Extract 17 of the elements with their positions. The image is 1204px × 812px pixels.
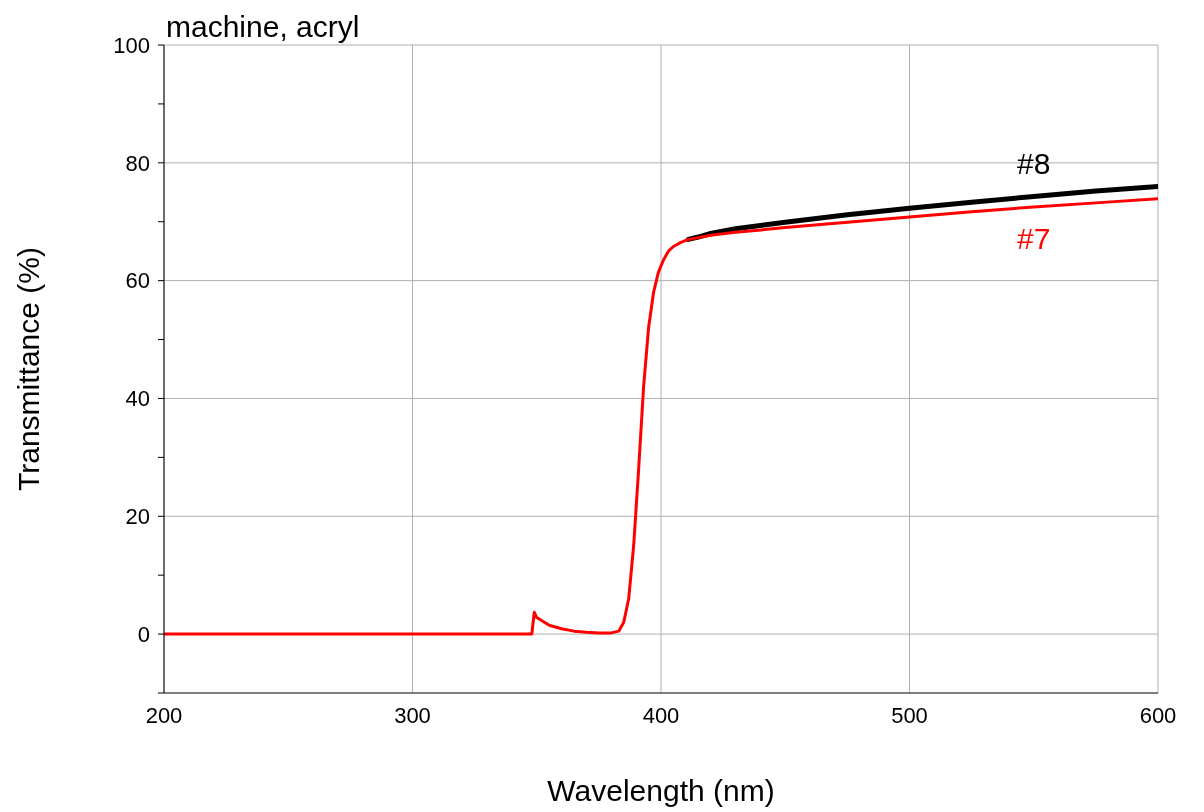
y-tick-label: 80 [125, 150, 150, 176]
y-tick-label: 60 [125, 268, 150, 294]
series-label: #8 [1017, 147, 1051, 181]
x-tick-label: 300 [394, 702, 431, 728]
line-series [164, 197, 1158, 636]
x-axis-title: Wavelength (nm) [547, 774, 775, 807]
y-tick-label: 100 [113, 32, 150, 58]
y-axis-title: Transmittance (%) [11, 247, 45, 491]
x-tick-label: 200 [145, 702, 183, 728]
x-tick-label: 400 [642, 702, 680, 728]
y-tick-label: 0 [137, 621, 150, 647]
series-label: #7 [1017, 222, 1051, 255]
chart-title: machine, acryl [166, 10, 360, 44]
x-tick-label: 600 [1139, 702, 1177, 728]
y-tick-label: 20 [125, 504, 150, 530]
y-tick-label: 40 [125, 386, 150, 412]
x-tick-label: 500 [891, 702, 928, 728]
